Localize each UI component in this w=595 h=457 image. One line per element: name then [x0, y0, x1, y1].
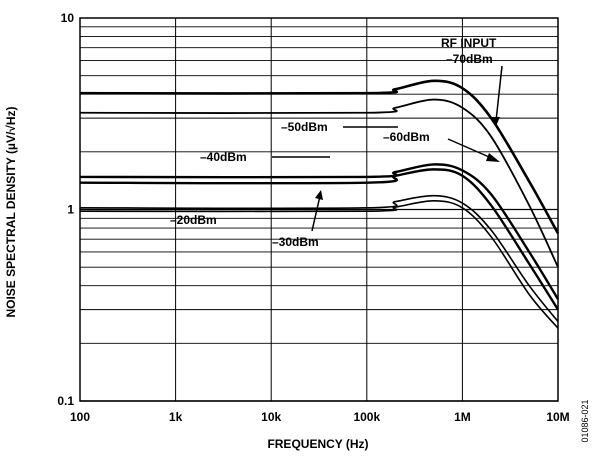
series-group [79, 79, 560, 329]
series-line-60dbm [79, 98, 559, 268]
y-axis-title: NOISE SPECTRAL DENSITY (µV/√Hz) [4, 106, 18, 317]
annotation-50dbm: –50dBm [281, 120, 328, 134]
y-tick-label: 1 [67, 203, 74, 217]
annotation-70dbm: –70dBm [446, 52, 493, 66]
arrowhead-60dbm [486, 153, 500, 162]
y-tick-labels: 0.1 1 10 [57, 11, 74, 408]
x-tick-label: 10k [261, 410, 281, 424]
annotations: RF INPUT –70dBm –60dBm –50dBm –40dBm –30… [170, 36, 503, 249]
x-tick-label: 10M [546, 410, 569, 424]
x-tick-label: 100k [353, 410, 380, 424]
x-tick-labels: 100 1k 10k 100k 1M 10M [70, 410, 570, 424]
y-tick-label: 0.1 [57, 394, 74, 408]
x-tick-label: 100 [70, 410, 90, 424]
arrowhead-70dbm [492, 117, 500, 126]
grid [79, 18, 559, 402]
annotation-60dbm: –60dBm [383, 130, 430, 144]
annotation-40dbm: –40dBm [200, 150, 247, 164]
figure-code: 01086-021 [580, 399, 590, 442]
arrowhead-30dbm [315, 190, 323, 200]
leader-line-30dbm [311, 195, 321, 232]
series-line-20dbm [79, 200, 559, 329]
x-tick-label: 1k [169, 410, 183, 424]
plot-frame [79, 17, 559, 402]
annotation-30dbm: –30dBm [272, 235, 319, 249]
x-axis-title: FREQUENCY (Hz) [267, 437, 368, 451]
series-line-30dbm [79, 194, 559, 323]
leader-line-70dbm [495, 65, 503, 122]
series-line-70dbm [79, 79, 560, 235]
x-tick-label: 1M [454, 410, 471, 424]
y-tick-label: 10 [61, 11, 75, 25]
annotation-rf-input: RF INPUT [441, 36, 497, 50]
series-line-40dbm [79, 168, 560, 311]
annotation-20dbm: –20dBm [170, 213, 217, 227]
series-line-50dbm [79, 163, 560, 300]
